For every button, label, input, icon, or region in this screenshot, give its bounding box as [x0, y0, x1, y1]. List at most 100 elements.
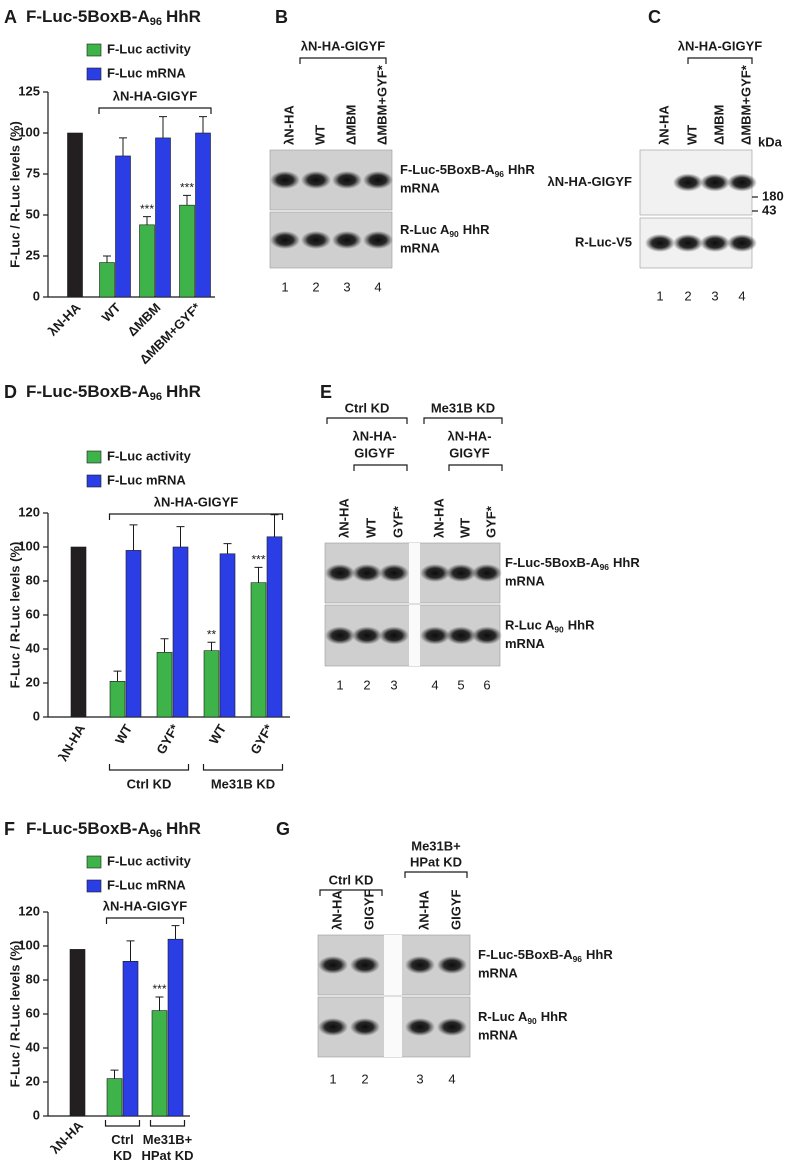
bar: [122, 960, 139, 1117]
x-tick-label: λN-HA: [55, 721, 88, 763]
band: [420, 626, 450, 645]
bracket: [423, 417, 503, 424]
text-line: Ctrl: [111, 1132, 133, 1147]
legend-swatch: [86, 474, 102, 488]
text-line: KD: [113, 1148, 132, 1163]
bar: [167, 938, 184, 1117]
bar: [67, 132, 83, 298]
band: [727, 173, 757, 192]
band: [437, 956, 467, 974]
lane-number: 6: [483, 677, 490, 692]
lane-label: WT: [363, 518, 378, 538]
text-part: HhR: [586, 947, 613, 962]
bracket: [98, 107, 212, 114]
bar: [179, 204, 195, 298]
lane-number: 4: [431, 677, 438, 692]
error-bar: [270, 514, 279, 537]
y-tick-label: 60: [26, 1005, 40, 1020]
row-label: λN-HA-GIGYF: [548, 174, 633, 189]
bracket: [104, 1120, 141, 1127]
chart-title: F-Luc-5BoxB-A96 HhR: [26, 382, 201, 402]
group-label: Me31B KD: [431, 400, 495, 415]
band: [645, 234, 675, 252]
bracket-label: λN-HA-GIGYF: [301, 38, 386, 53]
bar: [125, 550, 142, 718]
error-bar: [143, 216, 151, 225]
y-tick-label: 100: [18, 538, 40, 553]
y-axis-label: F-Luc / R-Luc levels (%): [7, 121, 22, 268]
band: [318, 1018, 348, 1036]
band: [405, 1018, 435, 1036]
error-bar: [171, 925, 180, 940]
y-tick-label: 100: [18, 937, 40, 952]
bracket: [108, 513, 284, 520]
error-bar: [110, 1069, 119, 1079]
legend-label: F-Luc mRNA: [107, 877, 186, 892]
band: [325, 626, 355, 645]
legend-swatch: [86, 855, 102, 869]
lane-label: ΔMBM+GYF*: [374, 64, 389, 145]
text-part: HhR: [166, 819, 201, 838]
group-label: λN-HA-: [447, 428, 491, 443]
band: [700, 234, 730, 252]
lane-label: GIGYF: [448, 889, 463, 930]
text-part: HhR: [541, 1009, 568, 1024]
blot-gap: [384, 997, 402, 1057]
bar: [139, 224, 155, 298]
text-part: R-Luc A: [478, 1009, 528, 1024]
bar: [203, 650, 220, 718]
chart-title: F-Luc-5BoxB-A96 HhR: [26, 7, 201, 27]
row-label: F-Luc-5BoxB-A96 HhR: [505, 555, 640, 572]
error-bar: [183, 194, 191, 206]
x-tick-label: GYF*: [247, 721, 276, 757]
bar: [266, 536, 283, 718]
group-label: Ctrl KD: [329, 872, 374, 887]
band: [673, 173, 703, 192]
chart-title: F-Luc-5BoxB-A96 HhR: [26, 819, 201, 839]
subscript: 96: [495, 169, 505, 179]
bar: [106, 1078, 123, 1117]
unit-label: kDa: [758, 134, 783, 149]
text-part: F-Luc-5BoxB-A: [26, 7, 150, 26]
y-tick-label: 60: [26, 606, 40, 621]
blot-gap: [384, 935, 402, 995]
lane-number: 5: [457, 677, 464, 692]
text-part: F-Luc-5BoxB-A: [505, 555, 600, 570]
text-part: HhR: [568, 618, 595, 633]
bracket: [319, 889, 383, 896]
text-line: HPat KD: [141, 1148, 193, 1163]
panel-letter: G: [276, 819, 290, 839]
legend-swatch: [86, 67, 102, 81]
y-tick-label: 20: [26, 1073, 40, 1088]
row-label: mRNA: [478, 1027, 518, 1042]
bracket: [448, 464, 503, 471]
y-tick-label: 120: [18, 504, 40, 519]
y-tick-label: 75: [26, 165, 40, 180]
row-label: F-Luc-5BoxB-A96 HhR: [478, 947, 613, 964]
group-label: HPat KD: [410, 854, 462, 869]
row-label: mRNA: [478, 965, 518, 980]
error-bar: [103, 255, 111, 263]
subscript: 96: [150, 16, 162, 28]
bracket: [108, 764, 190, 771]
marker-label: 43: [762, 202, 776, 217]
band: [318, 956, 348, 974]
lane-number: 1: [281, 279, 288, 294]
x-group-label: Ctrl KD: [111, 1132, 133, 1163]
lane-label: WT: [457, 518, 472, 538]
band: [270, 171, 300, 189]
text-part: F-Luc-5BoxB-A: [478, 947, 573, 962]
lane-label: GYF*: [483, 505, 498, 538]
row-label: mRNA: [400, 240, 440, 255]
band: [325, 564, 355, 582]
band: [472, 564, 502, 582]
error-bar: [254, 566, 263, 583]
x-tick-label: λN-HA: [45, 300, 84, 339]
x-tick-label: GYF*: [153, 721, 182, 757]
lane-number: 1: [336, 677, 343, 692]
subscript: 96: [573, 954, 583, 964]
band: [446, 626, 476, 645]
lane-number: 2: [363, 677, 370, 692]
group-label: GIGYF: [449, 445, 490, 460]
